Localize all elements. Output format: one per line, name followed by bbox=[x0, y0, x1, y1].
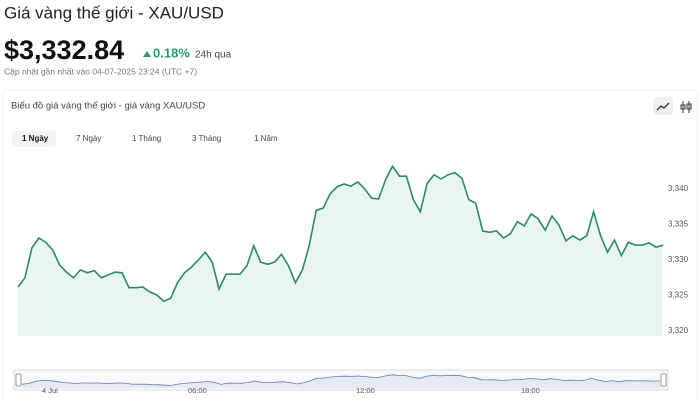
y-tick-label: 3,325 bbox=[668, 291, 689, 300]
price: $3,332.84 bbox=[4, 35, 124, 65]
nav-line bbox=[21, 374, 661, 386]
nav-handle[interactable] bbox=[660, 373, 667, 387]
price-line bbox=[17, 164, 664, 303]
nav-label: 4 Jul bbox=[42, 386, 58, 395]
up-arrow bbox=[143, 51, 151, 57]
line-icon[interactable] bbox=[653, 97, 673, 115]
line-icon-glyph bbox=[656, 102, 670, 111]
nav-label: 06:00 bbox=[188, 386, 207, 395]
area bbox=[18, 166, 663, 336]
tab-active-bg bbox=[12, 131, 56, 147]
change-period: 24h qua bbox=[195, 50, 232, 61]
nav-handle[interactable] bbox=[15, 373, 22, 387]
candle-icon[interactable] bbox=[680, 101, 692, 113]
nav-label: 18:00 bbox=[521, 386, 540, 395]
nav-label: 12:00 bbox=[356, 386, 375, 395]
y-tick-label: 3,340 bbox=[668, 184, 689, 193]
y-tick-label: 3,335 bbox=[668, 220, 689, 229]
card-title: Biểu đồ giá vàng thế giới - giá vàng XAU… bbox=[11, 101, 205, 112]
tab[interactable]: 1 Ngày bbox=[22, 134, 49, 143]
updated: Cập nhật gần nhất vào 04-07-2025 23:24 (… bbox=[4, 66, 197, 76]
tab[interactable]: 3 Tháng bbox=[192, 134, 221, 143]
tab[interactable]: 1 Năm bbox=[254, 134, 278, 143]
y-tick-label: 3,330 bbox=[668, 255, 689, 264]
tab[interactable]: 1 Tháng bbox=[132, 134, 161, 143]
y-tick-label: 3,320 bbox=[668, 326, 689, 335]
nav-area bbox=[22, 374, 660, 388]
change: 0.18% bbox=[153, 45, 190, 60]
page-title: Giá vàng thế giới - XAU/USD bbox=[4, 3, 224, 22]
tab[interactable]: 7 Ngày bbox=[76, 134, 101, 143]
